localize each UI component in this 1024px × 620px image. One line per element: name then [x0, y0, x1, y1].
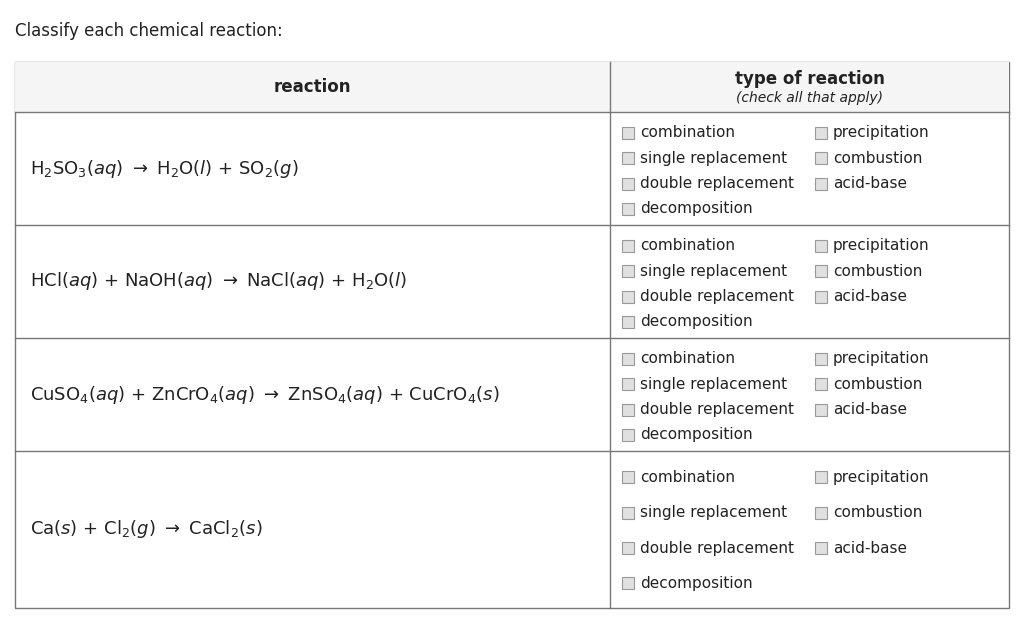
Text: single replacement: single replacement: [640, 505, 787, 520]
FancyBboxPatch shape: [815, 471, 827, 484]
FancyBboxPatch shape: [622, 378, 634, 390]
FancyBboxPatch shape: [622, 404, 634, 415]
Text: acid-base: acid-base: [833, 176, 907, 191]
Text: acid-base: acid-base: [833, 289, 907, 304]
FancyBboxPatch shape: [622, 152, 634, 164]
Text: decomposition: decomposition: [640, 576, 753, 591]
Text: combustion: combustion: [833, 376, 923, 392]
FancyBboxPatch shape: [815, 404, 827, 415]
FancyBboxPatch shape: [622, 203, 634, 215]
Text: single replacement: single replacement: [640, 376, 787, 392]
FancyBboxPatch shape: [622, 577, 634, 590]
Text: (check all that apply): (check all that apply): [736, 91, 883, 105]
Text: HCl($\mathit{aq}$) + NaOH($\mathit{aq}$) $\rightarrow$ NaCl($\mathit{aq}$) + H$_: HCl($\mathit{aq}$) + NaOH($\mathit{aq}$)…: [30, 270, 408, 293]
FancyBboxPatch shape: [815, 291, 827, 303]
Text: type of reaction: type of reaction: [734, 70, 885, 88]
Text: combination: combination: [640, 238, 735, 253]
Text: precipitation: precipitation: [833, 351, 930, 366]
Text: precipitation: precipitation: [833, 470, 930, 485]
Text: single replacement: single replacement: [640, 151, 787, 166]
Text: double replacement: double replacement: [640, 402, 794, 417]
Text: combustion: combustion: [833, 505, 923, 520]
Text: decomposition: decomposition: [640, 314, 753, 329]
FancyBboxPatch shape: [815, 152, 827, 164]
FancyBboxPatch shape: [815, 265, 827, 277]
Text: Classify each chemical reaction:: Classify each chemical reaction:: [15, 22, 283, 40]
FancyBboxPatch shape: [622, 126, 634, 139]
FancyBboxPatch shape: [622, 265, 634, 277]
Text: decomposition: decomposition: [640, 202, 753, 216]
Text: acid-base: acid-base: [833, 402, 907, 417]
Text: precipitation: precipitation: [833, 238, 930, 253]
FancyBboxPatch shape: [622, 316, 634, 328]
Text: combustion: combustion: [833, 264, 923, 278]
FancyBboxPatch shape: [815, 353, 827, 365]
FancyBboxPatch shape: [815, 542, 827, 554]
Text: CuSO$_4$($\mathit{aq}$) + ZnCrO$_4$($\mathit{aq}$) $\rightarrow$ ZnSO$_4$($\math: CuSO$_4$($\mathit{aq}$) + ZnCrO$_4$($\ma…: [30, 384, 500, 405]
FancyBboxPatch shape: [622, 471, 634, 484]
Text: combustion: combustion: [833, 151, 923, 166]
Text: combination: combination: [640, 351, 735, 366]
FancyBboxPatch shape: [622, 353, 634, 365]
Text: single replacement: single replacement: [640, 264, 787, 278]
FancyBboxPatch shape: [815, 177, 827, 190]
Text: double replacement: double replacement: [640, 176, 794, 191]
Text: combination: combination: [640, 125, 735, 140]
FancyBboxPatch shape: [622, 542, 634, 554]
FancyBboxPatch shape: [815, 240, 827, 252]
FancyBboxPatch shape: [815, 126, 827, 139]
Text: combination: combination: [640, 470, 735, 485]
Text: Ca($\mathit{s}$) + Cl$_2$($\mathit{g}$) $\rightarrow$ CaCl$_2$($\mathit{s}$): Ca($\mathit{s}$) + Cl$_2$($\mathit{g}$) …: [30, 518, 262, 541]
Text: decomposition: decomposition: [640, 427, 753, 443]
Text: double replacement: double replacement: [640, 541, 794, 556]
Bar: [15, 62, 1009, 112]
Bar: [15, 62, 1009, 608]
FancyBboxPatch shape: [815, 378, 827, 390]
Text: double replacement: double replacement: [640, 289, 794, 304]
FancyBboxPatch shape: [622, 240, 634, 252]
FancyBboxPatch shape: [622, 291, 634, 303]
Text: acid-base: acid-base: [833, 541, 907, 556]
Text: H$_2$SO$_3$($\mathit{aq}$) $\rightarrow$ H$_2$O($\mathit{l}$) + SO$_2$($\mathit{: H$_2$SO$_3$($\mathit{aq}$) $\rightarrow$…: [30, 157, 299, 180]
FancyBboxPatch shape: [622, 507, 634, 519]
Text: precipitation: precipitation: [833, 125, 930, 140]
FancyBboxPatch shape: [622, 177, 634, 190]
Text: reaction: reaction: [273, 78, 351, 96]
FancyBboxPatch shape: [815, 507, 827, 519]
FancyBboxPatch shape: [622, 429, 634, 441]
